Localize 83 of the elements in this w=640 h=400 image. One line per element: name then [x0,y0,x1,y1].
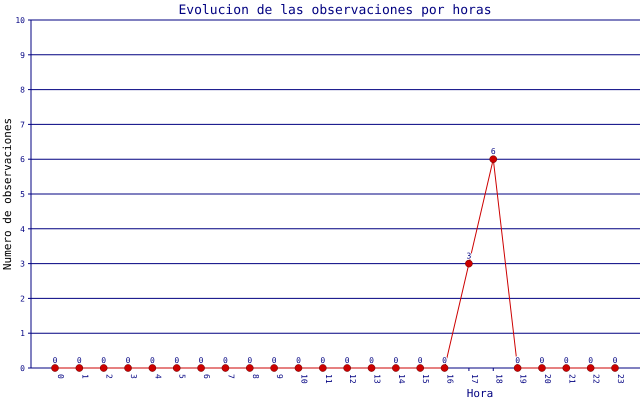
data-label: 0 [126,356,131,365]
x-tick-label: 21 [567,374,576,384]
data-label: 0 [418,356,423,365]
data-label: 0 [272,356,277,365]
point [611,364,619,372]
y-tick-label: 3 [20,260,26,269]
point [392,364,400,372]
x-tick-label: 5 [178,374,187,379]
data-label: 0 [76,356,82,365]
x-tick-label: 9 [275,374,284,379]
y-tick-label: 4 [20,224,26,234]
data-label: 0 [150,356,155,365]
data-label: 0 [296,356,302,365]
point [294,364,302,372]
x-tick-label: 4 [153,374,162,379]
x-tick-label: 17 [470,374,479,384]
x-tick-label: 1 [80,374,90,379]
y-tick-label: 9 [20,50,26,60]
point [100,364,108,372]
point [51,364,59,372]
chart-title: Evolucion de las observaciones por horas [178,3,492,18]
data-label: 0 [344,356,350,365]
data-label: 0 [540,356,545,365]
point [197,364,205,372]
point [465,260,473,268]
data-label: 0 [101,356,106,365]
point [246,364,254,372]
data-label: 0 [320,356,326,365]
y-tick-label: 7 [20,120,26,130]
point [172,364,181,372]
data-label: 0 [588,356,594,365]
data-label: 0 [247,356,252,365]
data-label: 0 [564,356,569,365]
point [270,364,278,372]
data-label: 0 [174,356,180,365]
point [319,364,327,372]
x-tick-label: 16 [446,374,455,384]
x-tick-label: 7 [226,374,236,379]
point [343,364,351,372]
point [124,364,132,372]
x-tick-label: 18 [494,374,504,384]
point [514,364,522,372]
y-tick-label: 5 [20,190,26,199]
data-label: 6 [490,147,496,156]
data-label: 0 [198,356,204,365]
x-tick-label: 15 [421,374,430,384]
data-label: 0 [52,356,58,365]
x-tick-label: 19 [518,374,528,384]
point [538,364,546,372]
data-label: 0 [369,356,374,365]
data-label: 0 [612,356,618,365]
x-tick-label: 11 [324,374,333,384]
x-axis-title: Hora [466,387,494,400]
x-tick-label: 14 [396,374,406,384]
x-tick-label: 23 [616,374,625,384]
x-tick-label: 20 [542,374,552,384]
point [416,364,424,372]
y-axis-title: Numero de observaciones [1,118,14,270]
x-tick-label: 3 [129,374,138,379]
point [76,364,84,372]
x-tick-label: 0 [56,374,65,379]
x-tick-label: 12 [348,374,358,384]
point [222,364,230,372]
x-tick-label: 6 [202,374,212,379]
x-tick-label: 8 [250,374,260,379]
point [368,364,376,372]
point [440,364,448,372]
x-tick-label: 2 [104,374,114,379]
x-tick-label: 22 [592,374,601,384]
data-label: 0 [393,356,398,365]
x-tick-label: 13 [372,374,382,384]
y-tick-label: 1 [20,329,26,338]
data-label: 0 [223,356,228,365]
point [489,155,498,164]
y-tick-label: 2 [20,294,26,304]
x-tick-label: 10 [299,374,308,384]
y-tick-label: 10 [15,16,26,25]
y-tick-label: 0 [20,364,26,373]
y-tick-label: 6 [20,155,26,164]
point [148,364,156,372]
point [586,364,594,372]
point [562,364,570,372]
y-tick-label: 8 [20,86,26,95]
